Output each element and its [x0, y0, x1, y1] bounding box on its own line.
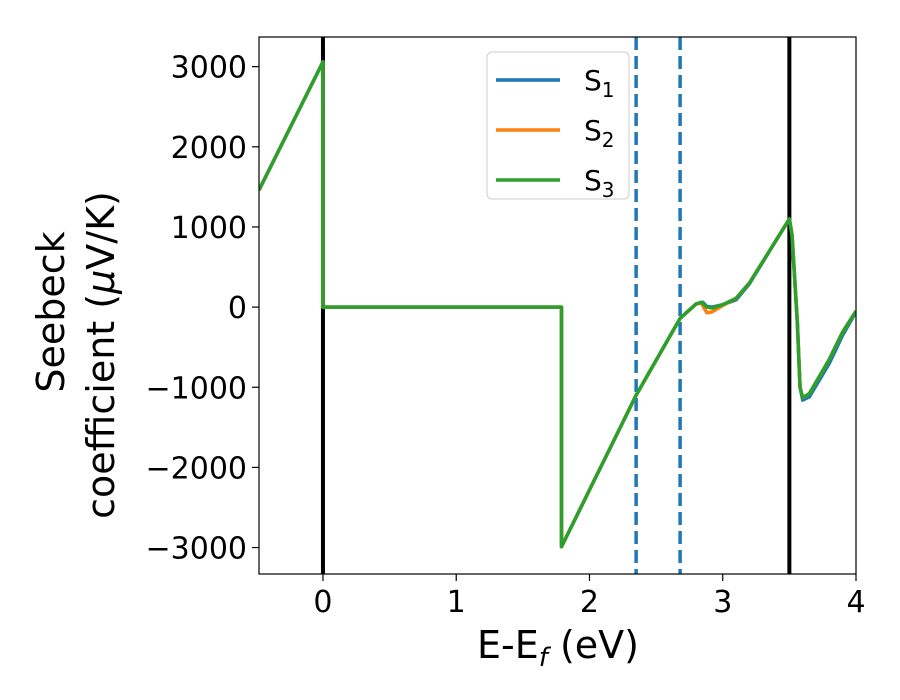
series-layer — [259, 60, 856, 549]
y-tick-label: 0 — [228, 291, 247, 326]
legend-box — [486, 51, 630, 200]
y-tick-label: −1000 — [146, 371, 247, 406]
legend-label-s1: S1 — [584, 64, 615, 102]
x-axis: 0 1 2 3 4 — [313, 574, 866, 620]
y-axis: −3000 −2000 −1000 0 1000 2000 3000 — [146, 51, 259, 567]
x-tick-label: 4 — [846, 585, 865, 620]
series-line-s3 — [259, 60, 856, 549]
x-tick-label: 2 — [580, 585, 599, 620]
y-axis-label-line1: Seebeck — [29, 231, 73, 392]
x-tick-label: 3 — [713, 585, 732, 620]
y-tick-label: −3000 — [146, 532, 247, 567]
x-tick-label: 1 — [447, 585, 466, 620]
x-axis-label: E-Ef (eV) — [477, 623, 639, 673]
legend: S1 S2 S3 — [486, 51, 630, 202]
legend-label-s2: S2 — [584, 114, 615, 152]
x-tick-label: 0 — [313, 585, 332, 620]
y-tick-label: 2000 — [171, 131, 247, 166]
plot-frame — [258, 36, 857, 575]
y-tick-label: 1000 — [171, 211, 247, 246]
y-axis-label-line2: coefficient (μV/K) — [79, 191, 123, 519]
y-tick-label: 3000 — [171, 51, 247, 86]
legend-label-s3: S3 — [584, 164, 615, 202]
y-tick-label: −2000 — [146, 451, 247, 486]
